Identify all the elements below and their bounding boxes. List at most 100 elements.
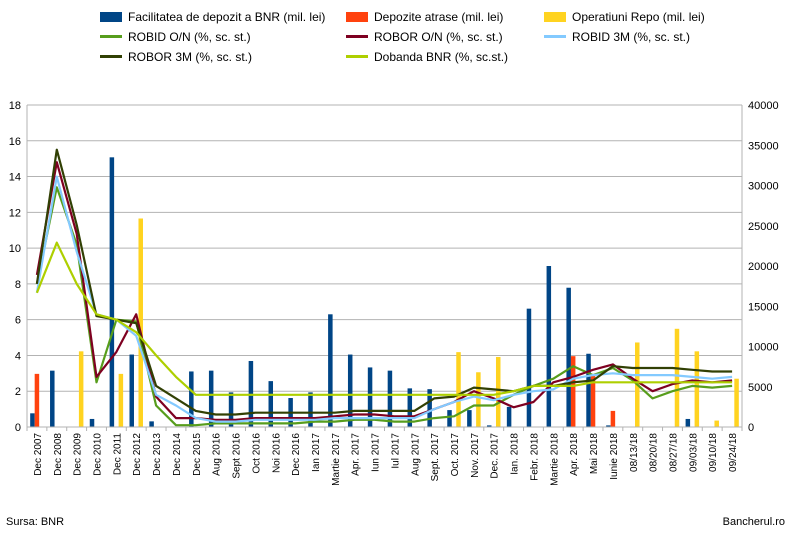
legend-label-3: ROBID O/N (%, sc. st.) [128, 30, 251, 44]
x-tick-label-34: 09/10/18 [708, 433, 719, 472]
brand-label: Bancherul.ro [722, 516, 785, 528]
line-series-4 [35, 241, 733, 396]
legend-item-3: ROBID O/N (%, sc. st.) [100, 30, 251, 44]
bar-0-5 [129, 354, 134, 427]
x-tick-label-8: Dec 2015 [192, 433, 203, 476]
bar-1-29 [610, 410, 616, 427]
legend-item-2: Operatiuni Repo (mil. lei) [544, 10, 705, 24]
left-axis-ticks: 0 2 4 6 8 10 12 14 16 18 [9, 100, 21, 434]
line-marks [35, 148, 733, 427]
line-series-0 [35, 186, 733, 427]
left-tick-label-0: 0 [15, 422, 21, 434]
right-tick-label-2: 10000 [748, 342, 779, 354]
bar-0-25 [526, 308, 532, 427]
bar-0-9 [208, 370, 214, 427]
legend-item-4: ROBOR O/N (%, sc. st.) [346, 30, 503, 44]
bar-0-16 [347, 354, 353, 427]
x-tick-label-23: Dec. 2017 [490, 433, 501, 479]
bar-2-34 [714, 420, 719, 427]
x-tick-label-26: Martie 2018 [549, 433, 560, 486]
bar-0-6 [149, 421, 154, 427]
x-tick-label-13: Dec 2016 [291, 433, 302, 476]
bar-2-23 [495, 356, 501, 427]
x-tick-label-15: Martie 2017 [331, 433, 342, 486]
bar-0-10 [228, 392, 234, 427]
bar-0-27 [566, 287, 571, 427]
legend-swatch-1 [346, 12, 368, 22]
bar-2-32 [674, 328, 680, 427]
bar-2-2 [78, 351, 84, 427]
x-tick-label-22: Nov. 2017 [470, 433, 481, 478]
right-tick-label-4: 20000 [748, 261, 779, 273]
bar-0-20 [427, 389, 432, 427]
left-tick-label-6: 12 [9, 207, 21, 219]
x-tick-label-33: 09/03/18 [688, 433, 699, 472]
x-tick-label-12: Noi 2016 [271, 433, 282, 473]
bar-0-17 [367, 367, 373, 427]
bar-1-28 [590, 375, 596, 427]
legend: Facilitatea de depozit a BNR (mil. lei) D… [100, 10, 790, 74]
left-tick-label-2: 4 [15, 350, 21, 362]
x-tick-label-10: Sept 2016 [232, 433, 243, 479]
legend-label-1: Depozite atrase (mil. lei) [374, 10, 504, 24]
bar-2-35 [734, 378, 739, 427]
right-tick-label-8: 40000 [748, 100, 779, 112]
right-tick-label-7: 35000 [748, 140, 779, 152]
bar-0-4 [109, 157, 115, 427]
left-tick-label-7: 14 [9, 172, 21, 184]
x-tick-label-9: Aug 2016 [212, 433, 223, 476]
legend-item-0: Facilitatea de depozit a BNR (mil. lei) [100, 10, 325, 24]
legend-item-1: Depozite atrase (mil. lei) [346, 10, 503, 24]
x-tick-label-0: Dec 2007 [33, 433, 44, 476]
x-tick-label-7: Dec 2014 [172, 433, 183, 476]
bar-0-21 [447, 410, 452, 427]
legend-swatch-7 [346, 55, 368, 58]
x-tick-label-32: 08/27/18 [668, 433, 679, 472]
x-tick-label-2: Dec 2009 [73, 433, 84, 476]
bar-0-22 [467, 410, 472, 427]
legend-label-5: ROBID 3M (%, sc. st.) [572, 30, 691, 44]
x-tick-label-29: Iunie 2018 [609, 433, 620, 480]
bar-1-0 [34, 373, 40, 427]
bar-2-4 [118, 373, 124, 427]
x-tick-label-21: Oct. 2017 [450, 433, 461, 477]
x-tick-label-14: Ian 2017 [311, 433, 322, 472]
x-tick-label-5: Dec 2012 [132, 433, 143, 476]
bar-2-22 [476, 372, 481, 427]
left-tick-label-1: 2 [15, 386, 21, 398]
legend-swatch-3 [100, 35, 122, 38]
bar-0-8 [189, 371, 194, 427]
bar-2-5 [138, 218, 143, 427]
legend-label-2: Operatiuni Repo (mil. lei) [572, 10, 705, 24]
left-tick-label-3: 6 [15, 315, 21, 327]
legend-swatch-6 [100, 55, 122, 58]
x-tick-label-35: 09/24/18 [728, 433, 739, 472]
bar-0-26 [546, 266, 552, 427]
bar-1-27 [570, 356, 576, 427]
left-tick-label-8: 16 [9, 136, 21, 148]
bar-0-12 [268, 381, 274, 427]
x-tick-label-28: Mai 2018 [589, 433, 600, 475]
bar-0-18 [387, 370, 393, 427]
x-tick-label-24: Ian. 2018 [510, 433, 521, 475]
bar-0-14 [308, 392, 313, 427]
bar-marks [30, 157, 739, 427]
legend-swatch-5 [544, 35, 566, 38]
x-tick-label-1: Dec 2008 [53, 433, 64, 476]
bar-0-15 [328, 314, 333, 427]
legend-item-5: ROBID 3M (%, sc. st.) [544, 30, 690, 44]
bar-0-24 [506, 406, 512, 427]
legend-label-0: Facilitatea de depozit a BNR (mil. lei) [128, 10, 326, 24]
legend-swatch-4 [346, 35, 368, 38]
legend-label-6: ROBOR 3M (%, sc. st.) [128, 50, 253, 64]
legend-label-4: ROBOR O/N (%, sc. st.) [374, 30, 503, 44]
x-tick-label-31: 08/20/18 [649, 433, 660, 472]
x-tick-label-30: 08/13/18 [629, 433, 640, 472]
left-tick-label-5: 10 [9, 243, 21, 255]
bar-0-3 [89, 418, 95, 427]
x-tick-label-18: Iul 2017 [390, 433, 401, 469]
x-tick-label-19: Aug 2017 [410, 433, 421, 476]
right-tick-label-5: 25000 [748, 221, 779, 233]
right-tick-label-0: 0 [748, 422, 754, 434]
